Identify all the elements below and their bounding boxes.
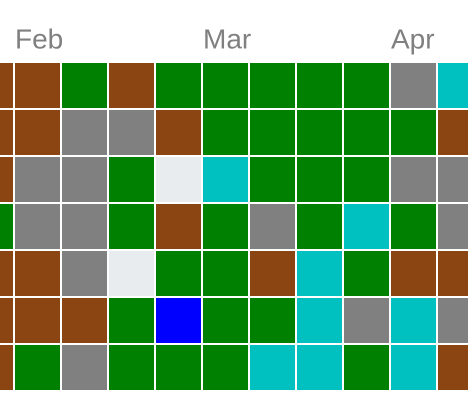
month-label: Mar: [203, 23, 251, 54]
day-cell: [250, 110, 295, 155]
day-cell: [344, 298, 389, 343]
day-cell: [391, 63, 436, 108]
day-cell: [109, 63, 154, 108]
day-cell: [203, 298, 248, 343]
day-cell: [156, 251, 201, 296]
day-cell: [344, 345, 389, 390]
day-cell: [109, 110, 154, 155]
day-cell: [344, 110, 389, 155]
day-cell: [15, 63, 60, 108]
day-cell: [297, 298, 342, 343]
day-cell: [250, 298, 295, 343]
day-cell: [0, 251, 13, 296]
day-cell: [109, 157, 154, 202]
day-cell: [250, 63, 295, 108]
day-cell: [109, 251, 154, 296]
day-cell: [203, 110, 248, 155]
day-cell: [344, 204, 389, 249]
day-cell: [156, 204, 201, 249]
day-cell: [109, 204, 154, 249]
day-cell: [15, 110, 60, 155]
day-cell: [344, 251, 389, 296]
day-cell: [438, 204, 468, 249]
day-cell: [344, 63, 389, 108]
month-label: Apr: [391, 23, 435, 54]
day-cell: [297, 204, 342, 249]
day-cell: [391, 157, 436, 202]
day-cell: [297, 251, 342, 296]
day-cell: [203, 204, 248, 249]
day-cell: [391, 251, 436, 296]
day-cell: [250, 251, 295, 296]
day-cell: [0, 204, 13, 249]
day-cell: [391, 298, 436, 343]
day-cell: [438, 251, 468, 296]
day-cell: [391, 345, 436, 390]
day-cell: [15, 298, 60, 343]
day-cell: [15, 251, 60, 296]
day-cell: [391, 204, 436, 249]
day-cell: [0, 298, 13, 343]
day-cell: [156, 157, 201, 202]
day-cell: [62, 298, 107, 343]
day-cell: [62, 204, 107, 249]
day-cell: [297, 110, 342, 155]
day-cell: [344, 157, 389, 202]
day-cell: [250, 345, 295, 390]
day-cell: [0, 345, 13, 390]
day-cell: [156, 345, 201, 390]
day-cell: [15, 157, 60, 202]
day-cell: [438, 298, 468, 343]
day-cell: [297, 157, 342, 202]
day-cell: [156, 63, 201, 108]
day-cell: [62, 110, 107, 155]
day-cell: [297, 345, 342, 390]
day-cell: [438, 110, 468, 155]
day-cell: [203, 251, 248, 296]
day-cell: [297, 63, 342, 108]
day-cell: [156, 110, 201, 155]
day-cell: [62, 157, 107, 202]
day-cell: [438, 63, 468, 108]
day-cell: [62, 63, 107, 108]
day-cell: [62, 251, 107, 296]
day-cell: [156, 298, 201, 343]
day-cell: [15, 345, 60, 390]
day-cell: [62, 345, 107, 390]
day-cell: [391, 110, 436, 155]
day-cell: [203, 157, 248, 202]
day-cell: [203, 63, 248, 108]
day-cell: [250, 204, 295, 249]
day-cell: [0, 63, 13, 108]
month-label: Feb: [15, 23, 63, 54]
day-cell: [0, 157, 13, 202]
day-cell: [15, 204, 60, 249]
day-cell: [109, 345, 154, 390]
day-cell: [203, 345, 248, 390]
day-cell: [109, 298, 154, 343]
day-cell: [250, 157, 295, 202]
day-cell: [0, 110, 13, 155]
day-cell: [438, 157, 468, 202]
day-cell: [438, 345, 468, 390]
